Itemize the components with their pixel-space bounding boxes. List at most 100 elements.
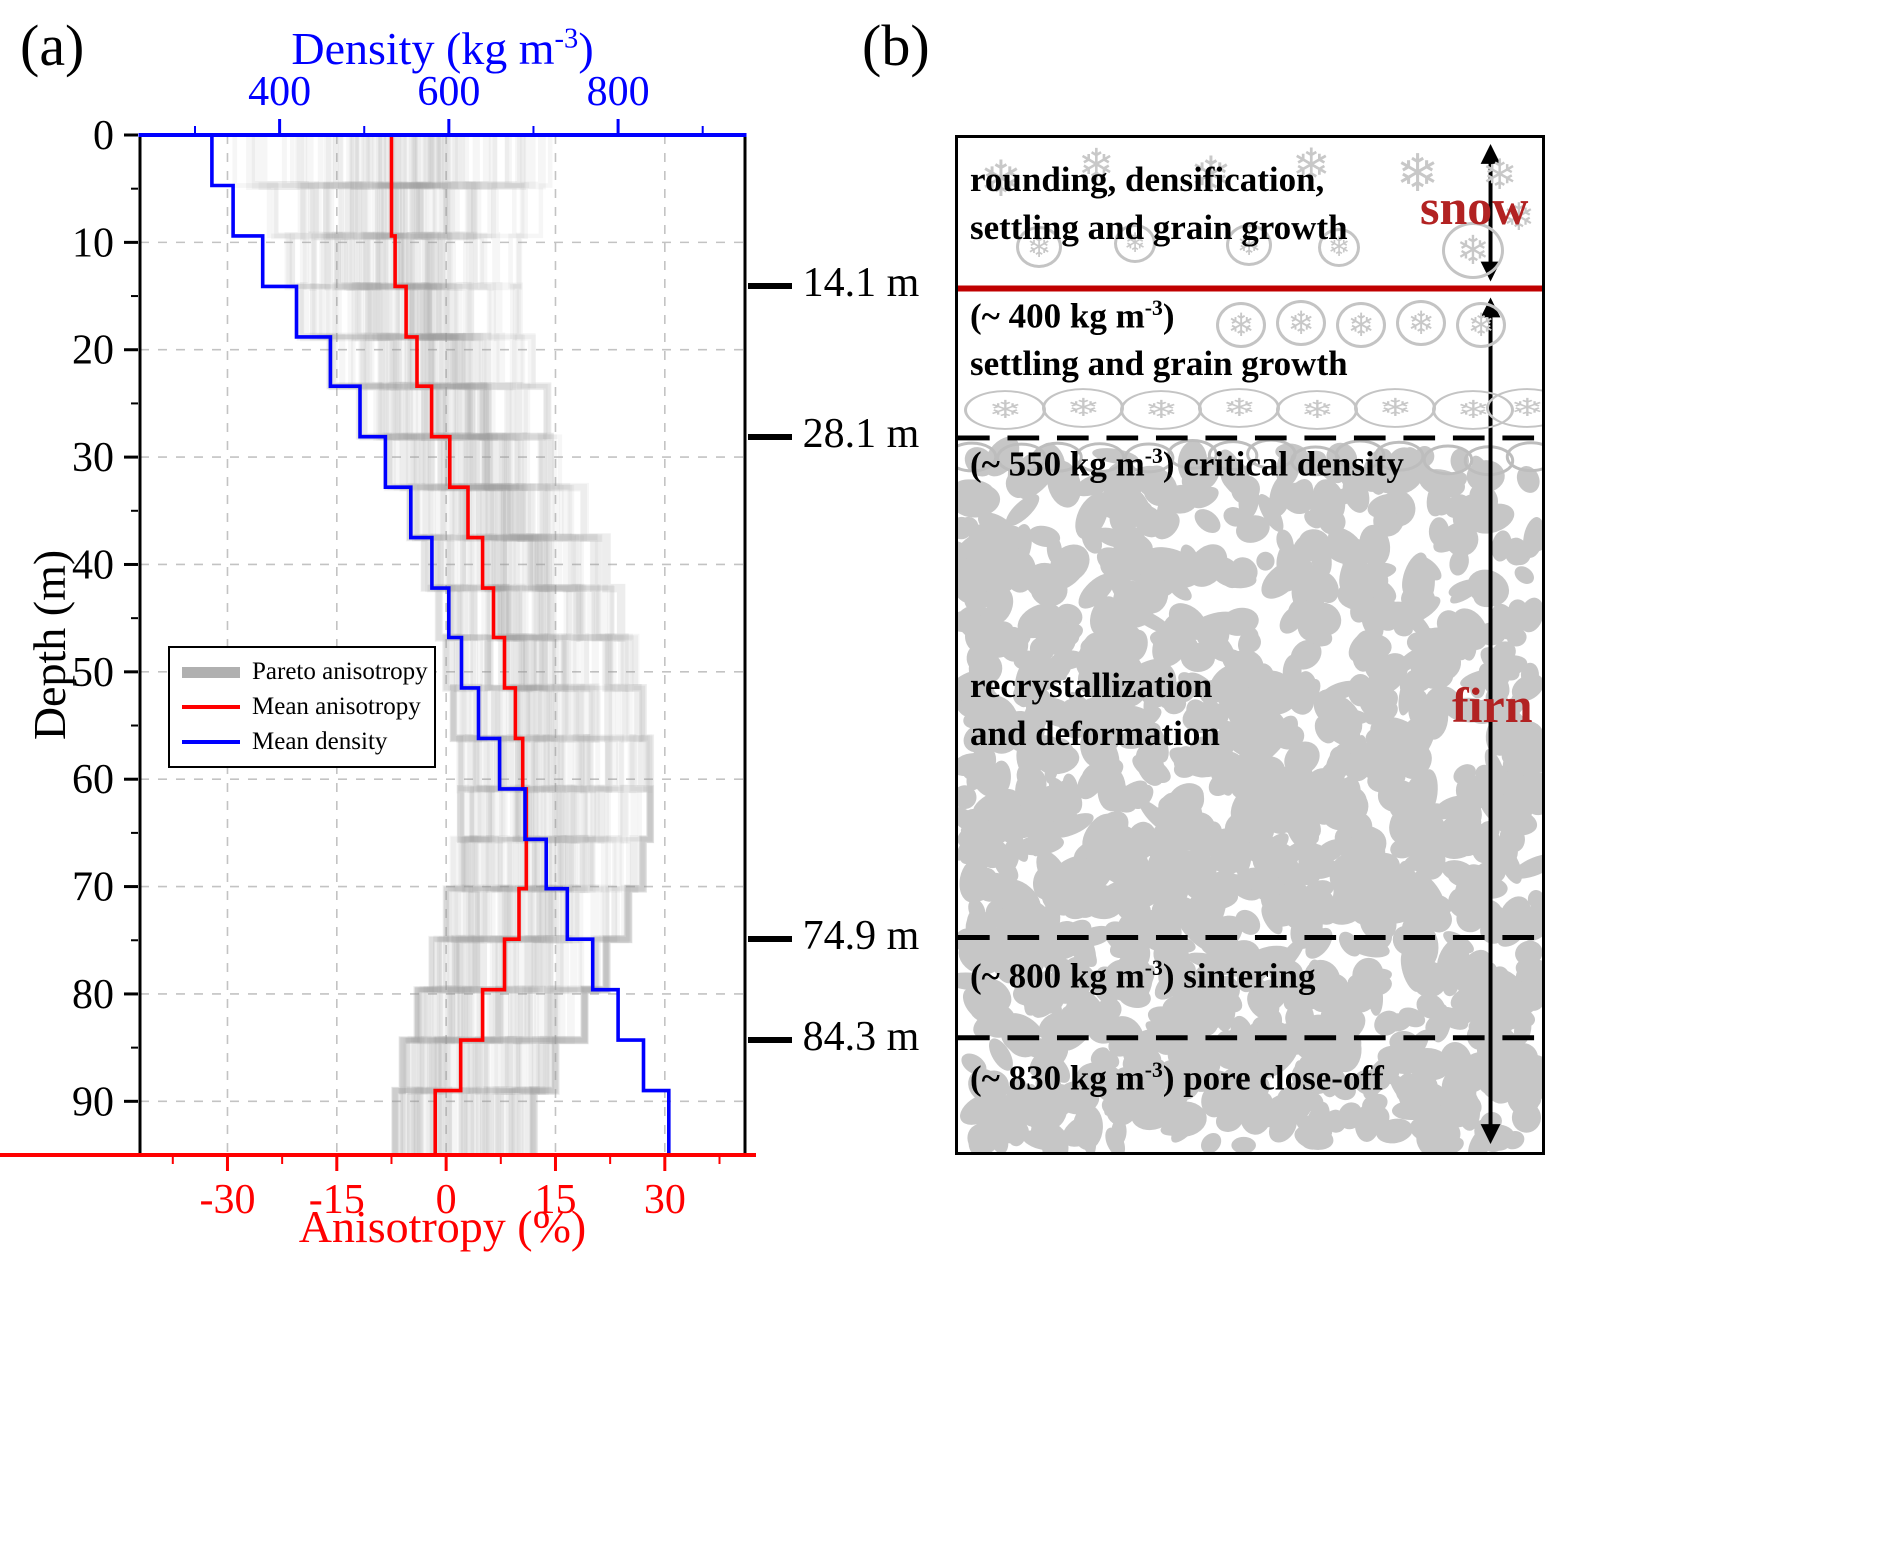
pareto-anisotropy-member-line: [300, 135, 550, 1155]
firn-grain: [1480, 914, 1509, 944]
firn-layer-label: firn: [1452, 677, 1533, 733]
firn-grain: [1428, 517, 1450, 546]
firn-grain: [1192, 621, 1227, 655]
circled-snowflake-icon: ❄: [1396, 300, 1446, 346]
outlined-grain: [958, 441, 998, 473]
flattened-snowflake-icon: ❄: [964, 390, 1046, 430]
firn-grain: [1443, 1137, 1464, 1152]
flattened-snowflake-icon: ❄: [1198, 388, 1280, 428]
density-axis-title-sup: -3: [554, 23, 579, 55]
flattened-snowflake-icon: ❄: [1354, 388, 1436, 428]
mean-density-line: [210, 135, 671, 1155]
firn-grain: [1325, 1027, 1352, 1051]
firn-process-text-line2: and deformation: [970, 714, 1220, 753]
anisotropy-tick-label: 15: [534, 1177, 576, 1223]
depth-tick-label: 30: [72, 435, 114, 481]
pareto-anisotropy-member-line: [296, 135, 613, 1155]
density-830-text: (~ 830 kg m-3) pore close-off: [970, 1058, 1384, 1099]
firn-grain: [1523, 517, 1542, 558]
circled-snowflake-icon: ❄: [1318, 228, 1360, 267]
firn-grain: [1132, 570, 1169, 614]
firn-grain: [1220, 940, 1261, 977]
firn-grain: [1169, 1066, 1201, 1100]
firn-grain: [1051, 813, 1094, 838]
pareto-line-swatch: [182, 666, 240, 678]
firn-schematic-box: ❄ ❄ ❄ ❄ ❄ ❄ ❄ ❄ ❄ ❄ ❄ ❄ ❄ ❄ ❄ ❄ ❄ ❄ ❄ ❄ ❄ ❄ ❄ ❄ ❄ rounding, dens…: [955, 135, 1545, 1155]
density-800-pre: (~ 800 kg m: [970, 956, 1145, 996]
firn-grain: [1399, 596, 1441, 626]
firn-grain: [1049, 544, 1090, 584]
firn-grain: [1393, 621, 1413, 637]
outlined-grain: [1207, 440, 1259, 471]
firn-grain: [1102, 781, 1138, 813]
pareto-anisotropy-member-line: [407, 135, 653, 1155]
firn-grain: [1353, 1069, 1384, 1096]
firn-grain: [1065, 998, 1099, 1030]
firn-grain: [1307, 625, 1333, 647]
pareto-anisotropy-member-line: [366, 135, 547, 1155]
firn-grain: [1292, 1105, 1315, 1140]
firn-grain: [1512, 853, 1542, 879]
firn-grain: [1156, 485, 1176, 528]
pareto-anisotropy-member-line: [294, 135, 501, 1155]
outlined-grain: [1373, 440, 1425, 472]
firn-grain: [1436, 610, 1461, 637]
snowflake-icon: ❄: [1190, 146, 1232, 204]
firn-grain: [1111, 825, 1139, 851]
firn-grain: [1500, 704, 1529, 732]
legend-label-mean-density: Mean density: [252, 728, 388, 755]
panel-a-label: (a): [20, 13, 85, 78]
firn-grain: [1297, 671, 1317, 699]
firn-grain: [1100, 545, 1145, 579]
depth-marker-label: 28.1 m: [802, 410, 920, 457]
firn-grain: [1030, 1120, 1069, 1152]
firn-grain: [958, 753, 987, 777]
firn-grain: [968, 1125, 991, 1152]
outlined-grain: [1505, 441, 1542, 473]
pareto-anisotropy-member-line: [375, 135, 597, 1155]
depth-tick-label: 60: [72, 757, 114, 803]
firn-grain: [1062, 1114, 1102, 1147]
legend-item-mean-anisotropy: Mean anisotropy: [182, 693, 422, 721]
pareto-anisotropy-member-line: [512, 135, 654, 1155]
density-axis-title-close: ): [578, 23, 594, 74]
firn-grain: [1128, 1070, 1156, 1099]
pareto-anisotropy-member-line: [378, 135, 655, 1155]
pareto-anisotropy-member-line: [284, 135, 488, 1155]
firn-grain: [1413, 811, 1447, 847]
firn-grain: [1398, 1007, 1426, 1028]
firn-grain: [1109, 936, 1137, 959]
snow-process-text-line2: settling and grain growth: [970, 208, 1348, 247]
firn-grain: [980, 924, 1022, 951]
firn-grain: [1134, 965, 1155, 997]
firn-grain: [1516, 906, 1542, 941]
pareto-anisotropy-member-line: [320, 135, 535, 1155]
firn-grain: [1080, 726, 1113, 769]
depth-marker-tick: [748, 283, 792, 290]
firn-grain: [1348, 860, 1381, 883]
firn-grain: [1495, 790, 1534, 829]
firn-grain: [1368, 980, 1384, 1016]
firn-grain: [1241, 1074, 1270, 1102]
density-800-post: ) sintering: [1162, 956, 1316, 996]
firn-grain: [1249, 1019, 1290, 1041]
outlined-grain: [1422, 444, 1474, 476]
outlined-grain: [996, 442, 1047, 474]
snowflake-icon: ❄: [1482, 150, 1518, 199]
firn-grain: [1043, 1061, 1067, 1085]
firn-grain: [1405, 727, 1435, 769]
pareto-anisotropy-member-line: [356, 135, 610, 1155]
firn-grain: [1365, 577, 1397, 604]
depth-tick-label: 50: [72, 650, 114, 696]
firn-grain: [1238, 1096, 1257, 1126]
firn-grain: [1412, 904, 1448, 931]
legend-label-pareto: Pareto anisotropy: [252, 658, 428, 685]
pareto-anisotropy-member-line: [447, 135, 601, 1155]
flattened-snowflake-icon: ❄: [1486, 388, 1542, 428]
pareto-anisotropy-member-line: [413, 135, 604, 1155]
density-830-pre: (~ 830 kg m: [970, 1058, 1145, 1098]
pareto-anisotropy-member-line: [412, 135, 589, 1155]
depth-marker-label: 14.1 m: [802, 260, 920, 307]
density-550-sup: -3: [1144, 444, 1163, 468]
